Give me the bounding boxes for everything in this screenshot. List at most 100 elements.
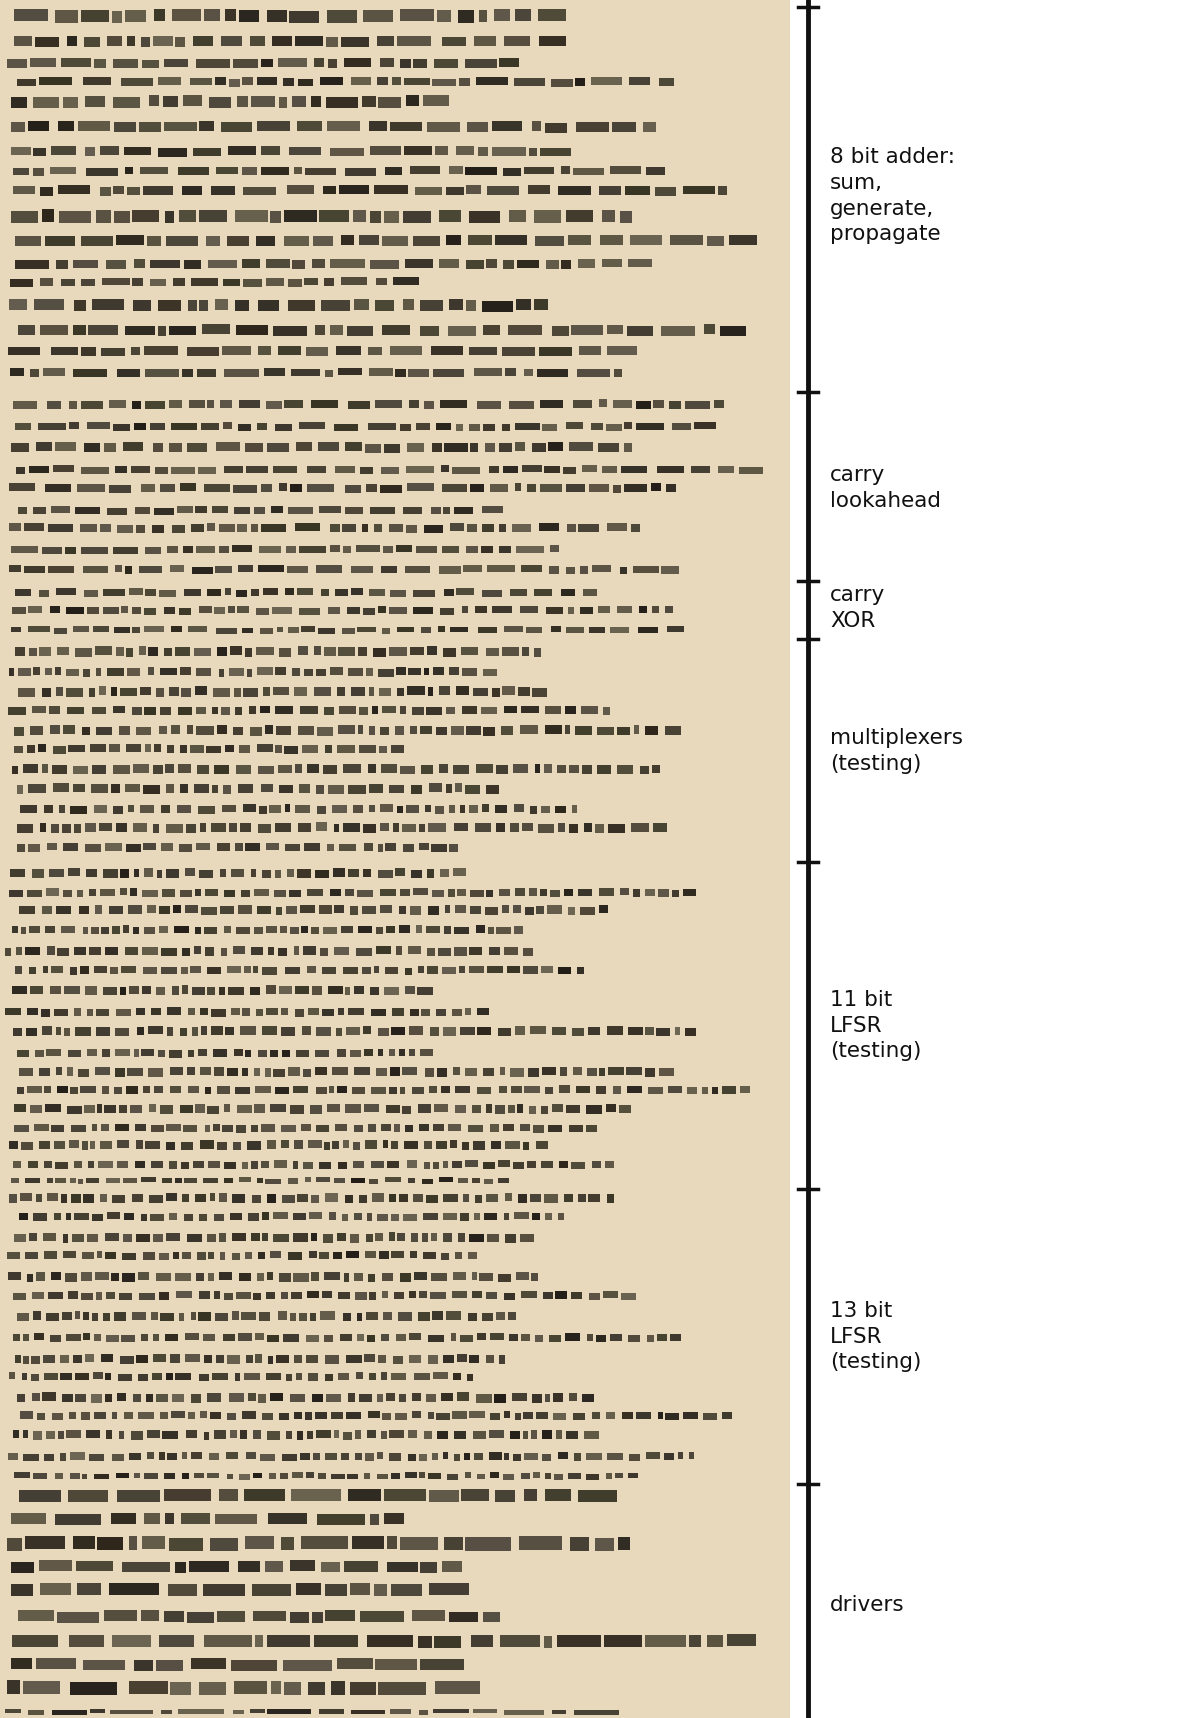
Bar bbox=[396, 947, 402, 955]
Bar bbox=[415, 926, 421, 933]
Bar bbox=[515, 483, 521, 491]
Bar bbox=[506, 966, 521, 972]
Bar bbox=[277, 1311, 287, 1319]
Bar bbox=[104, 1252, 116, 1259]
Bar bbox=[131, 1105, 142, 1113]
Bar bbox=[454, 507, 473, 514]
Bar bbox=[113, 806, 122, 814]
Bar bbox=[127, 668, 140, 675]
Bar bbox=[98, 823, 112, 832]
Bar bbox=[376, 278, 388, 285]
Bar bbox=[145, 1141, 161, 1149]
Bar bbox=[5, 1709, 20, 1713]
Bar bbox=[68, 1141, 79, 1148]
Bar bbox=[238, 1333, 252, 1340]
Bar bbox=[568, 907, 575, 916]
Bar bbox=[221, 122, 252, 132]
Bar bbox=[289, 890, 301, 897]
Bar bbox=[430, 1584, 469, 1596]
Bar bbox=[133, 1472, 140, 1477]
Bar bbox=[574, 400, 592, 409]
Bar bbox=[398, 1313, 413, 1321]
Bar bbox=[409, 1050, 415, 1057]
Bar bbox=[84, 1194, 94, 1203]
Bar bbox=[166, 1142, 175, 1149]
Bar bbox=[515, 1412, 521, 1419]
Bar bbox=[540, 400, 564, 407]
Bar bbox=[503, 424, 510, 431]
Bar bbox=[106, 1292, 115, 1299]
Bar bbox=[539, 347, 572, 356]
Bar bbox=[449, 326, 476, 335]
Bar bbox=[412, 1610, 445, 1622]
Bar bbox=[115, 1050, 130, 1057]
Bar bbox=[188, 1560, 229, 1572]
Bar bbox=[68, 744, 85, 752]
Bar bbox=[302, 1069, 311, 1077]
Bar bbox=[210, 1192, 215, 1201]
Bar bbox=[194, 648, 211, 656]
Bar bbox=[131, 1431, 143, 1440]
Bar bbox=[337, 1658, 372, 1670]
Bar bbox=[125, 567, 132, 574]
Bar bbox=[80, 235, 114, 246]
Bar bbox=[158, 926, 168, 933]
Bar bbox=[565, 1333, 581, 1340]
Bar bbox=[151, 1161, 162, 1168]
Bar bbox=[227, 1452, 239, 1459]
Bar bbox=[11, 546, 38, 553]
Bar bbox=[307, 890, 323, 897]
Bar bbox=[188, 1086, 199, 1093]
Bar bbox=[288, 301, 314, 311]
Bar bbox=[204, 1431, 209, 1440]
Bar bbox=[409, 907, 421, 914]
Bar bbox=[230, 1429, 236, 1438]
Bar bbox=[412, 785, 422, 794]
Bar bbox=[380, 467, 400, 474]
Bar bbox=[719, 186, 727, 194]
Bar bbox=[97, 1538, 124, 1550]
Bar bbox=[389, 606, 408, 613]
Bar bbox=[456, 424, 463, 431]
Bar bbox=[618, 1536, 630, 1550]
Bar bbox=[19, 1069, 34, 1075]
Bar bbox=[522, 648, 529, 656]
Bar bbox=[421, 765, 432, 775]
Bar bbox=[317, 727, 332, 735]
Bar bbox=[236, 1125, 246, 1132]
Bar bbox=[380, 1124, 391, 1132]
Bar bbox=[469, 966, 484, 972]
Bar bbox=[229, 668, 245, 677]
Bar bbox=[565, 484, 584, 491]
Bar bbox=[575, 77, 586, 86]
Bar bbox=[656, 466, 684, 472]
Bar bbox=[462, 706, 478, 713]
Bar bbox=[546, 608, 563, 615]
Bar bbox=[335, 467, 355, 474]
Bar bbox=[208, 1106, 218, 1113]
Bar bbox=[569, 825, 578, 833]
Bar bbox=[442, 484, 467, 491]
Bar bbox=[452, 1412, 467, 1419]
Bar bbox=[512, 1453, 521, 1460]
Bar bbox=[563, 467, 576, 474]
Bar bbox=[265, 1562, 283, 1572]
Bar bbox=[242, 1069, 248, 1077]
Bar bbox=[378, 96, 401, 108]
Bar bbox=[478, 627, 497, 632]
Bar bbox=[124, 1412, 133, 1419]
Bar bbox=[376, 1660, 418, 1670]
Bar bbox=[122, 1234, 132, 1242]
Bar bbox=[312, 259, 325, 268]
Bar bbox=[223, 785, 232, 794]
Bar bbox=[420, 1472, 425, 1477]
Bar bbox=[196, 706, 206, 715]
Bar bbox=[206, 589, 222, 596]
Bar bbox=[172, 1410, 185, 1419]
Bar bbox=[134, 507, 150, 514]
Bar bbox=[482, 668, 497, 677]
Bar bbox=[161, 1313, 174, 1321]
Bar bbox=[614, 1472, 623, 1477]
Bar bbox=[390, 1709, 412, 1715]
Bar bbox=[96, 1008, 109, 1015]
